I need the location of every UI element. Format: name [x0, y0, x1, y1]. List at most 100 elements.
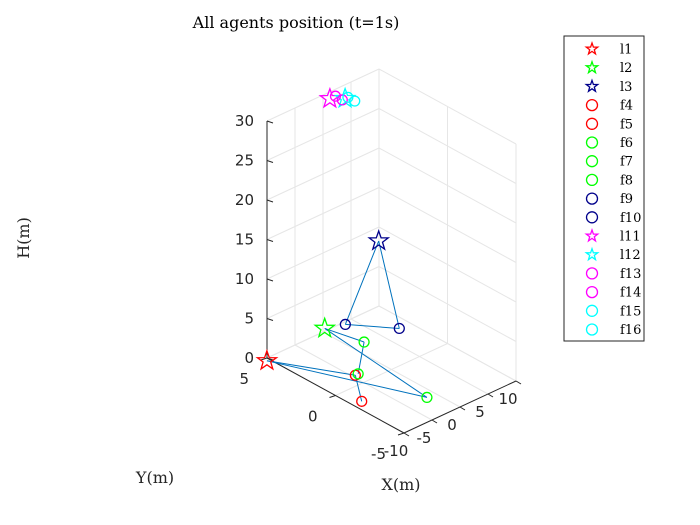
- link-line-f9-f10: [345, 323, 400, 329]
- back-grid-line: [266, 187, 380, 240]
- z-tick-label: 20: [235, 191, 254, 209]
- legend-label-f16: f16: [620, 323, 641, 338]
- z-axis-label: H(m): [14, 217, 33, 259]
- x-tick-mark: [459, 406, 466, 411]
- legend-marker-l12: [584, 246, 600, 262]
- back-grid-line: [266, 266, 380, 319]
- marker-f16: [349, 95, 361, 107]
- side-grid-line: [378, 266, 517, 342]
- legend-label-f8: f8: [620, 173, 633, 188]
- z-tick-mark: [266, 160, 274, 163]
- legend-marker-f13: [585, 267, 599, 280]
- y-axis-label: Y(m): [135, 468, 174, 487]
- marker-f10: [393, 322, 405, 335]
- legend-marker-l3: [584, 78, 600, 93]
- floor-grid-line: [335, 343, 448, 396]
- x-axis-label: X(m): [381, 475, 420, 494]
- back-grid-line: [266, 305, 380, 359]
- legend-label-f9: f9: [620, 192, 633, 207]
- marker-l3: [367, 229, 391, 251]
- y-tick-label: 0: [308, 408, 318, 426]
- x-tick-mark: [487, 393, 494, 398]
- legend-label-f13: f13: [620, 267, 641, 282]
- z-tick-mark: [266, 239, 274, 242]
- y-tick-mark: [329, 395, 336, 398]
- legend-label-l11: l11: [620, 230, 641, 245]
- x-tick-mark: [431, 419, 438, 424]
- marker-l1: [255, 348, 279, 371]
- x-tick-label: -5: [417, 429, 432, 447]
- legend: l1 l2 l3 f4 f5 f6 f7 f8 f9 f10 l11 l12 f13 f14 f15 f16: [563, 35, 645, 342]
- legend-marker-f6: [585, 136, 599, 149]
- z-tick-mark: [266, 357, 274, 361]
- y-tick-mark: [260, 357, 268, 361]
- x-tick-label: 0: [447, 416, 457, 434]
- back-grid-line: [266, 108, 380, 161]
- legend-label-l12: l12: [620, 248, 641, 263]
- legend-label-f15: f15: [620, 304, 641, 319]
- legend-label-f5: f5: [620, 117, 633, 132]
- legend-label-f14: f14: [620, 286, 641, 301]
- y-tick-label: -5: [371, 445, 386, 463]
- x-tick-mark: [403, 432, 410, 437]
- x-tick-mark: [515, 380, 522, 385]
- x-tick-label: -10: [384, 442, 409, 460]
- side-grid-line: [378, 226, 517, 303]
- legend-label-l2: l2: [620, 61, 632, 76]
- side-grid-line: [378, 147, 517, 224]
- marker-f7: [358, 336, 370, 348]
- back-grid-line: [266, 226, 380, 280]
- side-grid-line: [378, 305, 517, 382]
- z-tick-label: 5: [244, 310, 254, 328]
- legend-marker-f9: [585, 192, 599, 205]
- legend-marker-f8: [585, 173, 599, 187]
- link-line-l3-f9: [344, 240, 380, 325]
- link-line-l3-f10: [378, 240, 400, 329]
- marker-l2: [313, 316, 337, 339]
- legend-label-f7: f7: [620, 155, 633, 170]
- link-line-l1-f8: [266, 360, 428, 398]
- legend-marker-f7: [585, 155, 599, 168]
- z-tick-mark: [266, 199, 274, 203]
- link-line-l2-f7: [324, 327, 365, 343]
- x-tick-label: 5: [475, 403, 485, 421]
- legend-label-f4: f4: [620, 99, 633, 114]
- link-line-l2-f8: [324, 328, 428, 398]
- back-grid-line: [266, 147, 380, 201]
- legend-box: [563, 35, 645, 342]
- legend-marker-f10: [585, 211, 599, 224]
- legend-marker-l2: [584, 59, 600, 75]
- z-tick-mark: [266, 278, 274, 282]
- z-tick-label: 30: [235, 112, 254, 130]
- side-grid-line: [378, 68, 517, 145]
- legend-marker-f15: [585, 304, 599, 317]
- link-lines: [266, 240, 428, 402]
- legend-marker-f5: [585, 117, 599, 130]
- legend-marker-l11: [584, 227, 600, 243]
- marker-f13: [329, 90, 342, 102]
- side-grid-line: [378, 108, 517, 184]
- agent-markers: [255, 86, 433, 407]
- marker-f4: [356, 395, 368, 407]
- y-tick-label: 5: [239, 370, 249, 388]
- z-tick-label: 10: [235, 270, 254, 288]
- z-tick-label: 15: [235, 231, 254, 249]
- legend-label-f10: f10: [620, 211, 641, 226]
- legend-marker-l1: [584, 40, 600, 56]
- marker-f8: [421, 391, 433, 403]
- legend-marker-f4: [585, 98, 599, 112]
- z-tick-mark: [266, 318, 274, 321]
- legend-label-l3: l3: [620, 80, 632, 95]
- x-tick-label: 10: [498, 390, 517, 408]
- z-tick-label: 0: [244, 349, 254, 367]
- link-line-l1-f5: [266, 360, 356, 376]
- side-grid-line: [378, 187, 517, 263]
- marker-f9: [339, 318, 351, 330]
- legend-marker-f14: [585, 285, 599, 299]
- legend-marker-f16: [585, 323, 599, 336]
- z-tick-mark: [266, 120, 274, 124]
- axis-lines: [260, 120, 522, 437]
- y-tick-mark: [397, 432, 405, 436]
